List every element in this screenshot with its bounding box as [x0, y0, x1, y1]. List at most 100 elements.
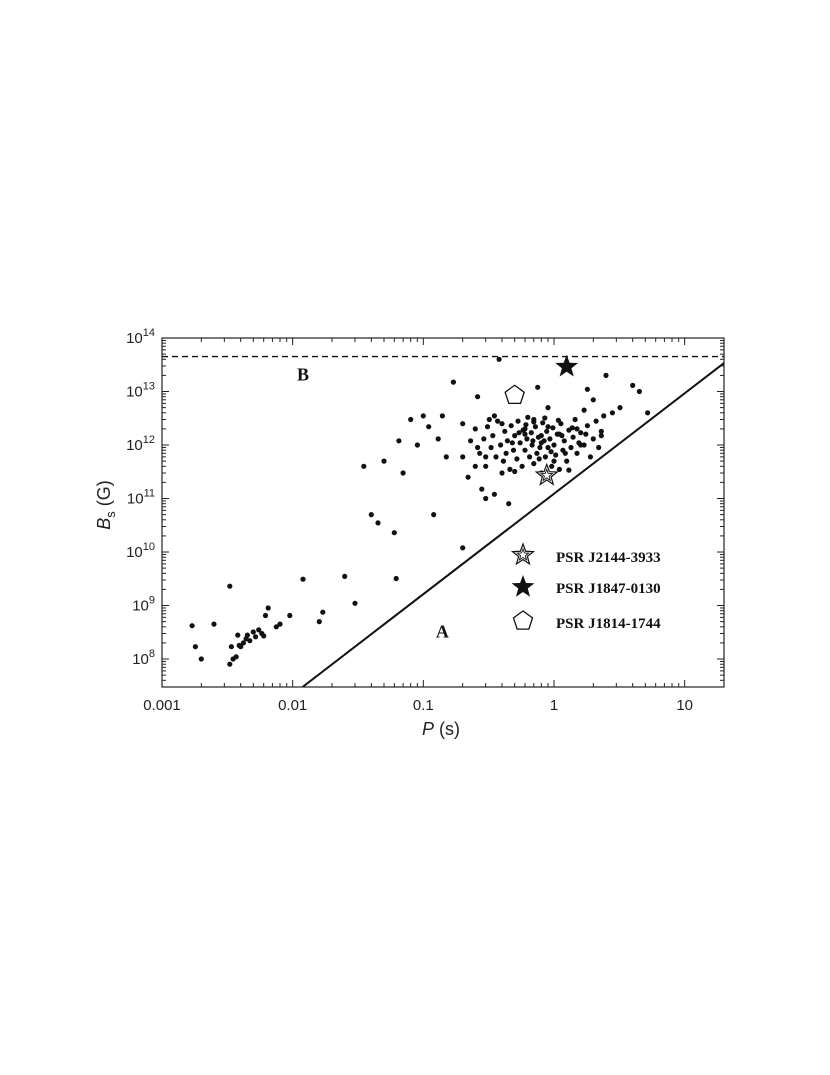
- data-point: [273, 624, 279, 630]
- open-star-icon: [510, 542, 536, 566]
- data-point: [495, 418, 501, 424]
- data-point: [189, 623, 195, 629]
- legend-open-pentagon: [512, 610, 534, 630]
- data-point: [508, 423, 514, 429]
- x-axis-title: P (s): [422, 719, 460, 739]
- data-point: [559, 433, 565, 439]
- legend-item-j2144: PSR J2144-3933: [510, 542, 661, 566]
- legend-filled-star: [511, 575, 535, 597]
- data-point: [596, 444, 602, 451]
- data-point: [534, 450, 540, 456]
- data-point: [544, 428, 550, 434]
- y-axis-title: Bs (G): [94, 480, 118, 530]
- x-tick-label: 0.001: [143, 697, 181, 714]
- data-point: [460, 454, 466, 460]
- data-point: [498, 442, 504, 448]
- data-point: [536, 456, 542, 462]
- data-point: [538, 440, 544, 446]
- data-point: [227, 661, 233, 667]
- data-point: [486, 416, 492, 423]
- data-point: [570, 434, 576, 440]
- data-point: [572, 416, 578, 423]
- data-point: [551, 442, 557, 448]
- data-point: [502, 428, 508, 434]
- data-point: [532, 424, 539, 430]
- data-point: [460, 421, 466, 427]
- data-point: [564, 458, 570, 464]
- data-point: [475, 444, 481, 451]
- data-point: [601, 413, 607, 419]
- data-point: [578, 430, 584, 436]
- data-point: [484, 424, 491, 430]
- y-tick-label: 1014: [126, 327, 155, 347]
- region-label-b: B: [297, 364, 309, 384]
- data-point: [540, 420, 546, 426]
- data-point: [435, 436, 441, 442]
- data-point: [535, 384, 541, 390]
- data-point: [519, 463, 525, 469]
- data-point: [562, 450, 568, 456]
- data-point: [500, 458, 506, 464]
- data-point: [503, 450, 509, 456]
- data-point: [244, 632, 250, 638]
- data-point: [522, 447, 528, 453]
- data-point: [574, 426, 580, 432]
- legend-open-star: [510, 542, 536, 566]
- data-point: [499, 421, 505, 427]
- data-point: [496, 356, 502, 362]
- data-point: [520, 427, 526, 433]
- data-point: [516, 430, 522, 436]
- data-point: [542, 454, 549, 460]
- data-point: [506, 501, 512, 507]
- data-point: [593, 418, 599, 424]
- data-point: [550, 425, 556, 431]
- data-point: [483, 463, 489, 469]
- data-point: [253, 634, 259, 640]
- data-point: [512, 433, 518, 439]
- data-point: [598, 433, 604, 439]
- data-point: [555, 417, 562, 423]
- data-point: [300, 576, 306, 582]
- data-point: [490, 433, 496, 439]
- data-point: [517, 440, 523, 446]
- data-point: [361, 463, 367, 469]
- data-point: [233, 654, 239, 660]
- data-point: [584, 386, 591, 392]
- data-point: [262, 612, 269, 619]
- data-point: [439, 413, 445, 419]
- data-point: [528, 430, 534, 436]
- legend-item-j1814: PSR J1814-1744: [512, 610, 661, 632]
- data-point: [396, 438, 402, 444]
- legend-label-j2144: PSR J2144-3933: [556, 550, 661, 566]
- data-point: [583, 431, 589, 437]
- legend-item-j1847: PSR J1847-0130: [511, 575, 661, 597]
- data-point: [547, 436, 553, 442]
- data-point: [507, 466, 513, 472]
- data-point: [240, 640, 246, 646]
- x-tick-label: 0.1: [413, 697, 434, 714]
- data-point: [408, 416, 414, 423]
- data-point: [636, 388, 643, 395]
- data-point: [450, 379, 456, 385]
- data-point: [287, 612, 293, 619]
- data-point: [556, 466, 563, 472]
- data-point: [227, 583, 233, 589]
- data-point: [265, 605, 271, 611]
- data-point: [491, 413, 497, 419]
- data-point: [581, 442, 587, 448]
- open-pentagon-icon: [512, 610, 534, 630]
- data-point: [510, 447, 517, 453]
- data-point: [277, 621, 283, 627]
- x-tick-label: 0.01: [278, 697, 307, 714]
- data-point: [545, 424, 551, 430]
- plot-border: [161, 337, 725, 688]
- y-tick-label: 109: [132, 595, 155, 615]
- data-point: [414, 442, 420, 448]
- x-tick-label: 1: [550, 697, 558, 714]
- data-point: [531, 419, 537, 425]
- data-point: [426, 424, 432, 430]
- data-point: [525, 414, 531, 420]
- highlight-open-star-inner: [539, 468, 554, 482]
- data-point: [569, 425, 575, 431]
